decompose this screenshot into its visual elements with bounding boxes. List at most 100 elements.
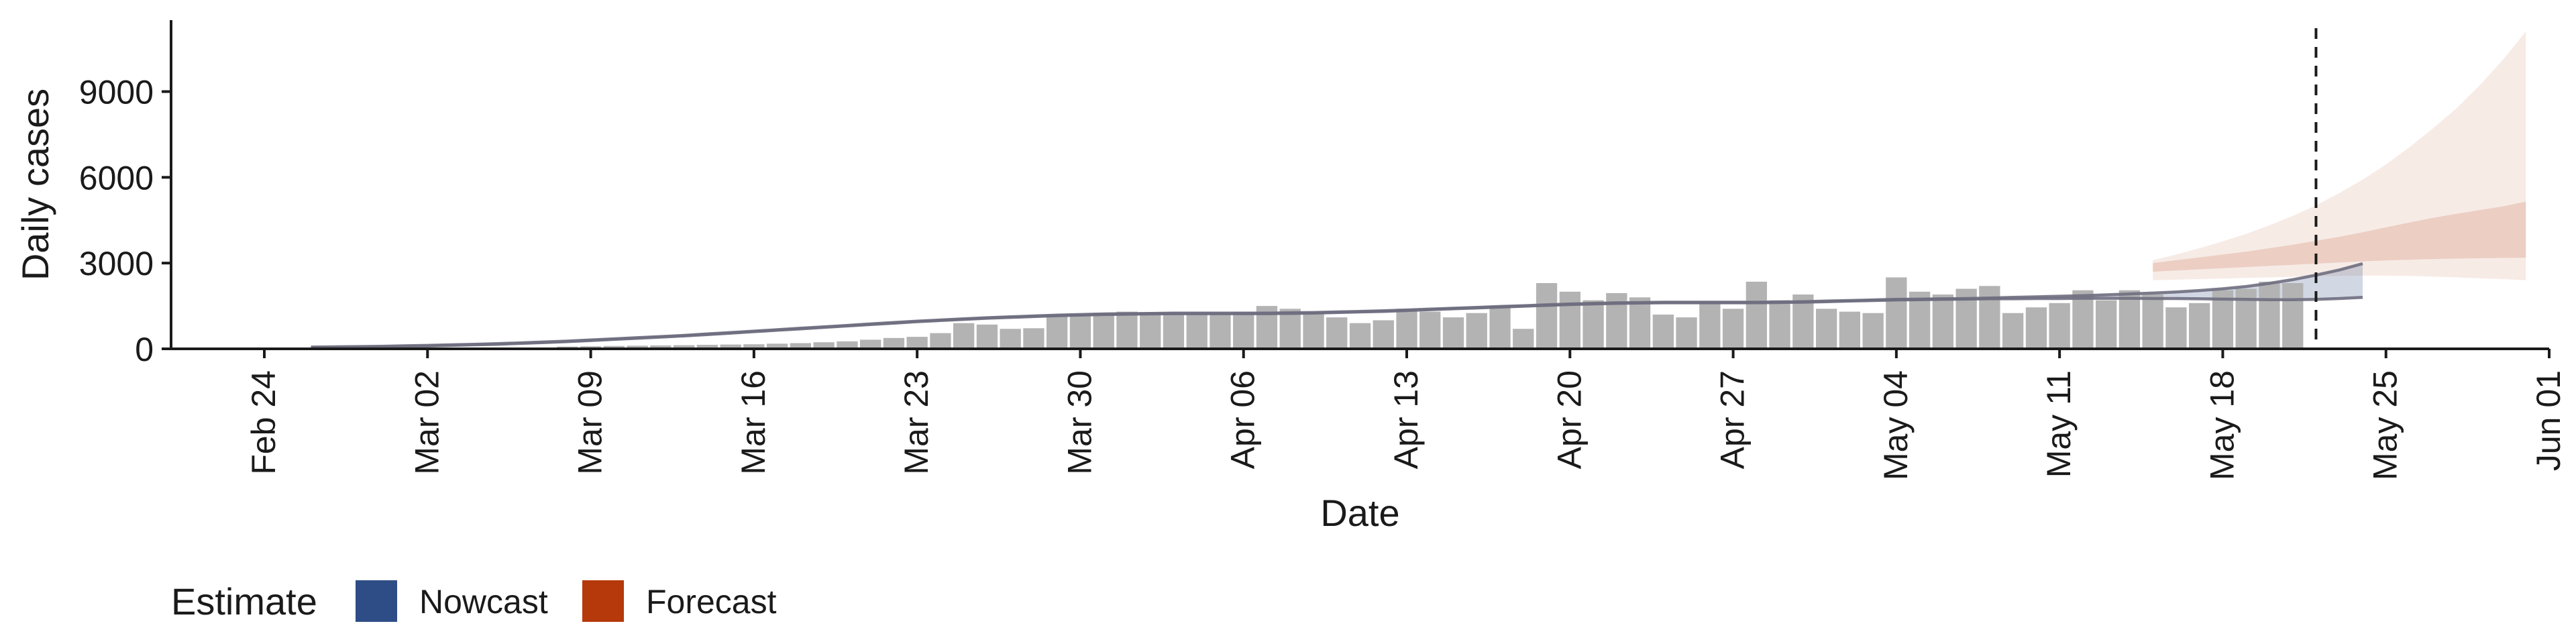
observed-bar [1186, 314, 1208, 349]
observed-bar [837, 341, 858, 349]
y-tick-label: 6000 [79, 159, 154, 197]
y-tick-label: 9000 [79, 74, 154, 111]
observed-bar [627, 345, 648, 349]
x-tick-label: Apr 13 [1387, 370, 1425, 469]
y-axis-title: Daily cases [14, 89, 56, 280]
observed-bar [2259, 281, 2280, 349]
observed-bar [1326, 317, 1348, 349]
observed-bar [2025, 307, 2047, 349]
observed-bar [1233, 311, 1254, 349]
x-axis-ticks: Feb 24 Mar 02 Mar 09 Mar 16 Mar 23 Mar 30 Apr … [245, 349, 2567, 480]
x-tick-label: May 11 [2040, 370, 2078, 478]
observed-bar [2049, 303, 2070, 349]
observed-bar [1582, 300, 1604, 349]
observed-bar [1140, 312, 1161, 349]
legend-swatch-forecast [582, 580, 624, 622]
observed-bar [1396, 309, 1417, 349]
observed-bar [1629, 297, 1651, 349]
y-axis-ticks: 0 3000 6000 9000 [79, 74, 171, 368]
observed-bar [1676, 317, 1697, 349]
x-tick-label: Mar 16 [735, 370, 772, 475]
observed-bar [696, 345, 718, 349]
observed-bar [650, 345, 672, 349]
observed-bar [1886, 277, 1907, 349]
observed-bar [1652, 314, 1674, 349]
observed-bar [906, 337, 928, 349]
y-tick-label: 3000 [79, 245, 154, 282]
observed-bar [1722, 309, 1744, 349]
observed-bar [1932, 294, 1953, 349]
estimate-bands [311, 32, 2526, 348]
nowcast-lines [311, 262, 2363, 350]
observed-bar [1979, 286, 2000, 349]
observed-bar [1093, 313, 1114, 349]
observed-bar [1513, 329, 1534, 349]
observed-bar [1466, 313, 1487, 349]
x-tick-label: Apr 20 [1550, 370, 1588, 469]
observed-bar [1279, 309, 1301, 349]
observed-bar [1163, 313, 1185, 349]
observed-bar [1349, 323, 1371, 349]
observed-bar [1000, 329, 1021, 349]
observed-bar [2142, 294, 2163, 349]
observed-bar [1419, 311, 1441, 349]
forecast-band-50 [2153, 201, 2526, 272]
observed-bar [790, 343, 811, 349]
x-tick-label: May 18 [2203, 370, 2241, 480]
observed-bar [674, 345, 695, 349]
x-tick-label: Apr 27 [1714, 370, 1752, 469]
observed-bar [1862, 313, 1884, 349]
observed-bar [1746, 281, 1767, 349]
x-tick-label: Feb 24 [245, 370, 282, 475]
nowcast-upper-line [311, 262, 2363, 349]
x-tick-label: May 04 [1877, 370, 1915, 480]
legend-label-nowcast: Nowcast [419, 583, 548, 621]
observed-bar [1303, 313, 1324, 349]
observed-bar [1536, 283, 1558, 349]
observed-bar [930, 333, 951, 349]
observed-bar [2072, 290, 2094, 349]
observed-bar [767, 343, 788, 349]
observed-bar [1116, 311, 1138, 349]
observed-bar [860, 339, 881, 349]
observed-bar [743, 344, 765, 349]
observed-bar [2002, 313, 2024, 349]
observed-bar [2189, 303, 2210, 349]
legend: Estimate Nowcast Forecast [171, 580, 777, 623]
observed-bar [1069, 314, 1091, 349]
observed-bar [1769, 300, 1790, 349]
legend-title: Estimate [171, 580, 317, 623]
observed-bar [1559, 291, 1580, 349]
y-tick-label: 0 [135, 331, 154, 368]
legend-swatch-nowcast [356, 580, 397, 622]
observed-bar [2282, 283, 2304, 349]
observed-bar [1442, 317, 1464, 349]
x-tick-label: Mar 09 [572, 370, 609, 475]
x-tick-label: Apr 06 [1224, 370, 1262, 469]
x-axis-title: Date [1320, 492, 1399, 534]
observed-bar [720, 344, 741, 349]
observed-bar [976, 324, 998, 349]
observed-bars [557, 277, 2304, 349]
forecast-band-90 [2153, 32, 2526, 280]
observed-bar [953, 323, 975, 349]
observed-bar [1699, 303, 1721, 349]
x-tick-label: Mar 30 [1061, 370, 1098, 475]
observed-bar [883, 337, 905, 349]
x-tick-label: May 25 [2367, 370, 2404, 480]
observed-bar [1023, 328, 1044, 349]
x-tick-label: Mar 02 [408, 370, 445, 475]
x-tick-label: Mar 23 [898, 370, 935, 475]
observed-bar [1816, 309, 1837, 349]
observed-bar [1373, 320, 1394, 349]
observed-bar [2096, 300, 2117, 349]
observed-bar [1046, 316, 1068, 349]
legend-label-forecast: Forecast [646, 583, 777, 621]
axes: 0 3000 6000 9000 Feb 24 Mar 02 Mar 09 Mar 16 Ma… [79, 20, 2567, 480]
observed-bar [1489, 306, 1511, 349]
observed-bar [813, 342, 835, 349]
observed-bar [2165, 307, 2187, 349]
observed-bar [603, 345, 625, 349]
observed-bar [1210, 313, 1231, 349]
